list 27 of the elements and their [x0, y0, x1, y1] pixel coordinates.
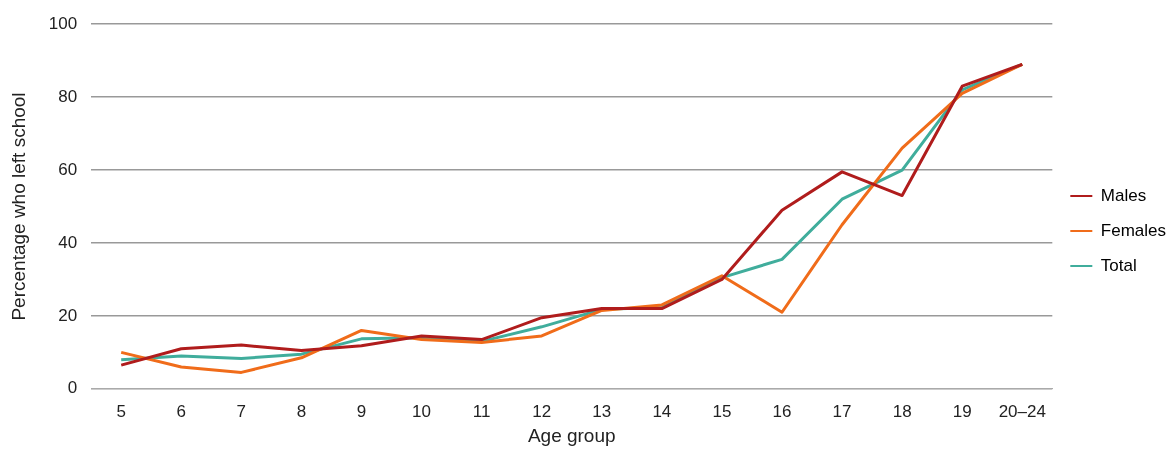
y-tick-label: 80	[58, 86, 78, 106]
x-tick-label: 15	[712, 401, 732, 421]
x-tick-label: 7	[236, 401, 247, 421]
x-tick-label: 5	[116, 401, 126, 421]
x-tick-label: 8	[296, 401, 307, 421]
y-tick-label: 40	[58, 232, 78, 252]
y-axis-title: Percentage who left school	[7, 92, 29, 321]
x-tick-label: 13	[592, 401, 612, 421]
y-tick-label: 100	[48, 13, 78, 33]
x-tick-label: 10	[412, 401, 432, 421]
x-axis-title: Age group	[527, 424, 616, 446]
legend-label: Total	[1100, 255, 1137, 275]
y-tick-label: 0	[67, 378, 78, 398]
legend-label: Males	[1100, 185, 1147, 205]
x-tick-label: 18	[892, 401, 912, 421]
x-tick-label: 14	[652, 401, 672, 421]
x-tick-label: 12	[532, 401, 552, 421]
x-tick-label: 9	[356, 401, 367, 421]
x-tick-label: 6	[176, 401, 187, 421]
x-tick-label: 11	[472, 401, 491, 421]
y-tick-label: 20	[58, 305, 78, 325]
x-tick-label: 16	[772, 401, 792, 421]
y-tick-label: 60	[58, 159, 78, 179]
x-tick-label: 19	[952, 401, 972, 421]
legend-label: Females	[1100, 220, 1166, 240]
x-tick-label: 20–24	[998, 401, 1046, 421]
x-tick-label: 17	[832, 401, 852, 421]
